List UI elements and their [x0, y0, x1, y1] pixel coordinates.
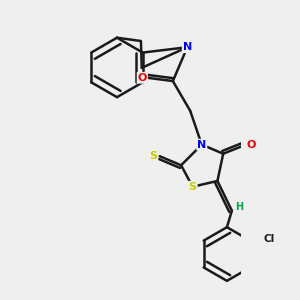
Text: O: O [246, 140, 256, 150]
Text: N: N [197, 140, 206, 150]
Text: Cl: Cl [264, 233, 275, 244]
Text: S: S [149, 151, 158, 161]
Text: S: S [189, 182, 197, 192]
Text: N: N [183, 42, 192, 52]
Text: H: H [235, 202, 243, 212]
Text: O: O [138, 73, 147, 83]
